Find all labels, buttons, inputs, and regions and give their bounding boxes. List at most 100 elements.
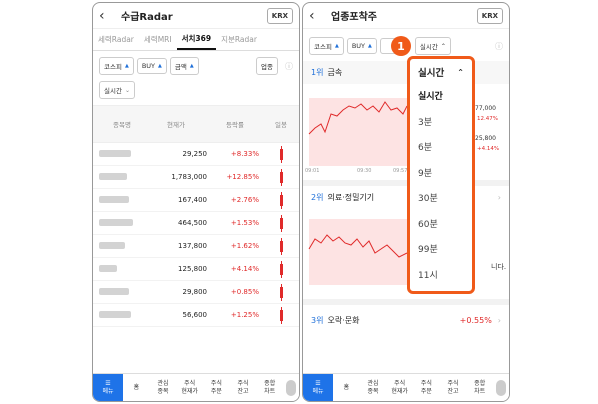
- chevron-up-icon: ⌃: [440, 42, 446, 50]
- svg-text:09:01: 09:01: [305, 168, 319, 174]
- right-header: ‹ 업종포착주 KRX: [303, 3, 509, 29]
- market-select[interactable]: 코스피 ▲: [309, 37, 344, 55]
- krx-button[interactable]: KRX: [266, 7, 293, 24]
- option-6min[interactable]: 6분: [418, 143, 433, 154]
- period-select[interactable]: 실시간 ⌄: [99, 81, 135, 99]
- table-row[interactable]: 1,783,000 +12.85%: [93, 166, 299, 189]
- info-icon[interactable]: ⓘ: [285, 61, 293, 71]
- period-row: 실시간 ⌄: [93, 81, 299, 105]
- table-header: 종목명 현재가 등락률 일봉: [93, 105, 299, 143]
- tab-bar: 세력Radar 세력MRI 서치369 지분Radar: [93, 29, 299, 51]
- candle-icon: [279, 145, 283, 163]
- nav-order[interactable]: 주식 주문: [420, 380, 432, 395]
- nav-balance[interactable]: 주식 잔고: [447, 380, 459, 395]
- table-row[interactable]: 29,250 +8.33%: [93, 143, 299, 166]
- table-row[interactable]: 56,600 +1.25%: [93, 304, 299, 327]
- nav-menu[interactable]: ☰ 메뉴: [303, 374, 333, 401]
- col-change: 등락률: [226, 121, 244, 129]
- back-icon[interactable]: ‹: [99, 7, 105, 24]
- svg-text:09:57: 09:57: [393, 168, 407, 174]
- candle-icon: [279, 260, 283, 278]
- nav-price[interactable]: 주식 현재가: [391, 380, 408, 395]
- krx-button[interactable]: KRX: [476, 7, 503, 24]
- nav-menu[interactable]: ☰ 메뉴: [93, 374, 123, 401]
- sector-header: 2위 의료·정밀기기 ›: [311, 193, 501, 202]
- nav-chart[interactable]: 종합 차트: [264, 380, 276, 395]
- period-dropdown[interactable]: 실시간 ⌃ 실시간 3분 6분 9분 30분 60분 99분 11시: [407, 56, 475, 294]
- stock-name-blurred: [99, 264, 117, 272]
- dropdown-header[interactable]: 실시간 ⌃: [418, 67, 464, 80]
- table-row[interactable]: 464,500 +1.53%: [93, 212, 299, 235]
- nav-balance[interactable]: 주식 잔고: [237, 380, 249, 395]
- toggle-handle[interactable]: [283, 374, 299, 401]
- option-60min[interactable]: 60분: [418, 219, 438, 230]
- tab-share-radar[interactable]: 지분Radar: [221, 35, 257, 44]
- period-button[interactable]: 실시간 ⌃: [414, 37, 451, 55]
- caret-icon: ▲: [124, 63, 129, 69]
- sector-card[interactable]: 3위 오락·문화 +0.55% ›: [303, 305, 509, 332]
- toggle-handle[interactable]: [493, 374, 509, 401]
- page-title: 업종포착주: [331, 12, 377, 23]
- left-phone-screen: ‹ 수급Radar KRX 세력Radar 세력MRI 서치369 지분Rada…: [92, 2, 300, 402]
- nav-watchlist[interactable]: 관심 종목: [157, 380, 169, 395]
- bottom-nav: ☰ 메뉴 홈 관심 종목 주식 현재가 주식 주문 주식 잔고 종합 차트: [93, 373, 299, 401]
- bottom-nav: ☰ 메뉴 홈 관심 종목 주식 현재가 주식 주문 주식 잔고 종합 차트: [303, 373, 509, 401]
- tab-search369[interactable]: 서치369: [176, 29, 217, 50]
- nav-chart[interactable]: 종합 차트: [474, 380, 486, 395]
- svg-text:77,000: 77,000: [475, 105, 496, 112]
- caret-icon: ▲: [158, 63, 162, 69]
- option-11h[interactable]: 11시: [418, 270, 438, 281]
- table-row[interactable]: 167,400 +2.76%: [93, 189, 299, 212]
- option-99min[interactable]: 99분: [418, 245, 438, 256]
- stock-name-blurred: [99, 310, 131, 318]
- amount-select[interactable]: 금액 ▲: [169, 57, 199, 75]
- option-realtime[interactable]: 실시간: [418, 92, 443, 103]
- nav-home[interactable]: 홈: [343, 383, 350, 391]
- buy-select[interactable]: BUY ▲: [136, 58, 167, 74]
- page-title: 수급Radar: [121, 12, 173, 23]
- option-3min[interactable]: 3분: [418, 117, 433, 128]
- nav-home[interactable]: 홈: [133, 383, 140, 391]
- table-row[interactable]: 125,800 +4.14%: [93, 258, 299, 281]
- buy-select[interactable]: BUY ▲: [346, 38, 377, 54]
- nav-watchlist[interactable]: 관심 종목: [367, 380, 379, 395]
- col-name: 종목명: [113, 121, 131, 129]
- chevron-up-icon: ⌃: [457, 67, 464, 77]
- tab-radar[interactable]: 세력Radar: [98, 35, 134, 44]
- sector-button[interactable]: 업종: [256, 57, 278, 75]
- step-badge: 1: [391, 36, 411, 56]
- info-icon[interactable]: ⓘ: [495, 41, 503, 51]
- back-icon[interactable]: ‹: [309, 7, 315, 24]
- candle-icon: [279, 306, 283, 324]
- stock-table: 29,250 +8.33% 1,783,000 +12.85% 167,400 +2.…: [93, 143, 299, 327]
- candle-icon: [279, 283, 283, 301]
- sector-card[interactable]: 2위 의료·정밀기기 › 니다.: [303, 186, 509, 305]
- sector-card[interactable]: 1위 금속 09:01 09:30 09:57 77,000 12.47% 25…: [303, 61, 509, 186]
- nav-price[interactable]: 주식 현재가: [181, 380, 198, 395]
- sector-change: +0.55%: [459, 316, 492, 325]
- filter-row: 코스피 ▲ BUY ▲ 금액 ▲ 업종 ⓘ: [93, 51, 299, 81]
- tab-mri[interactable]: 세력MRI: [143, 35, 172, 44]
- market-select[interactable]: 코스피 ▲: [99, 57, 134, 75]
- sector-line-chart: 09:01 09:30 09:57 77,000 12.47% 25,800 +…: [305, 98, 499, 174]
- table-row[interactable]: 137,800 +1.62%: [93, 235, 299, 258]
- stock-name-blurred: [99, 195, 129, 203]
- candle-icon: [279, 191, 283, 209]
- nav-order[interactable]: 주식 주문: [210, 380, 222, 395]
- stock-name-blurred: [99, 241, 125, 249]
- option-9min[interactable]: 9분: [418, 168, 433, 179]
- sector-line-chart: 니다.: [308, 219, 506, 285]
- col-candle: 일봉: [275, 121, 287, 129]
- sector-header: 3위 오락·문화 +0.55% ›: [311, 316, 501, 325]
- sector-header: 1위 금속: [303, 61, 509, 84]
- stock-name-blurred: [99, 149, 131, 157]
- svg-text:니다.: 니다.: [491, 262, 506, 271]
- caret-icon: ▲: [368, 43, 372, 49]
- stock-name-blurred: [99, 172, 127, 180]
- table-row[interactable]: 29,800 +0.85%: [93, 281, 299, 304]
- right-phone-screen: ‹ 업종포착주 KRX 코스피 ▲ BUY ▲ 실시간 ⌃ ⓘ 1위 금속 09:01…: [302, 2, 510, 402]
- svg-text:25,800: 25,800: [475, 135, 496, 142]
- option-30min[interactable]: 30분: [418, 194, 438, 205]
- left-header: ‹ 수급Radar KRX: [93, 3, 299, 29]
- svg-text:09:30: 09:30: [357, 168, 371, 174]
